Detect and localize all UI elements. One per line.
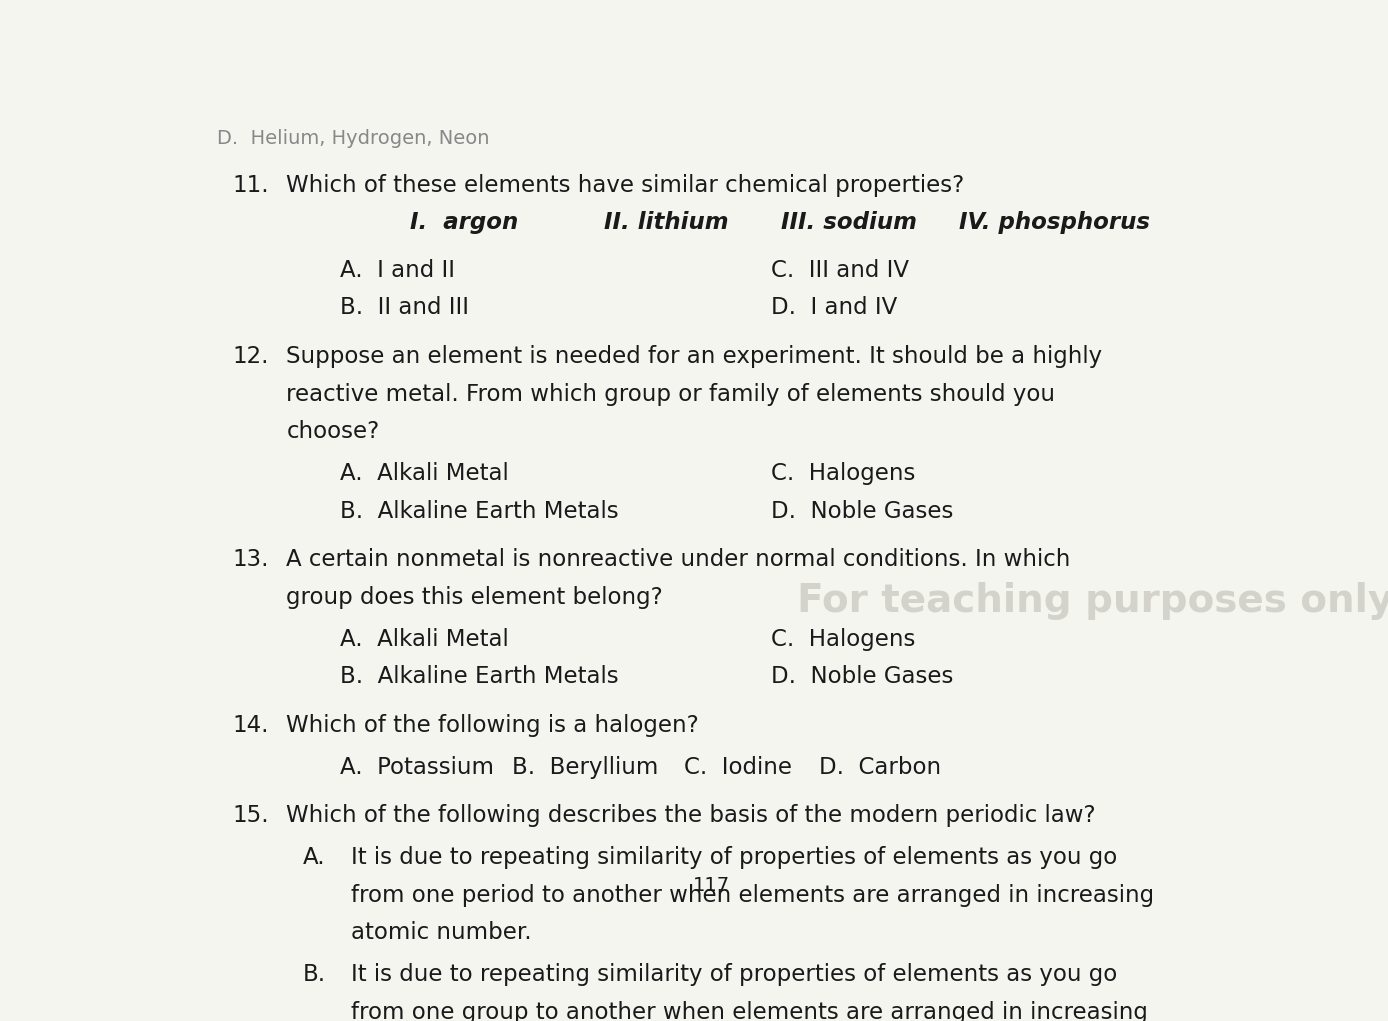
- Text: D.  Noble Gases: D. Noble Gases: [770, 499, 954, 523]
- Text: II. lithium: II. lithium: [604, 211, 729, 235]
- Text: Which of these elements have similar chemical properties?: Which of these elements have similar che…: [286, 174, 965, 197]
- Text: reactive metal. From which group or family of elements should you: reactive metal. From which group or fami…: [286, 383, 1055, 405]
- Text: group does this element belong?: group does this element belong?: [286, 586, 663, 610]
- Text: B.  Alkaline Earth Metals: B. Alkaline Earth Metals: [340, 666, 619, 688]
- Text: from one group to another when elements are arranged in increasing: from one group to another when elements …: [351, 1001, 1148, 1021]
- Text: B.: B.: [303, 963, 326, 986]
- Text: A.  I and II: A. I and II: [340, 258, 455, 282]
- Text: A.: A.: [303, 846, 325, 869]
- Text: D.  Helium, Hydrogen, Neon: D. Helium, Hydrogen, Neon: [217, 129, 489, 148]
- Text: 117: 117: [693, 876, 730, 894]
- Text: C.  Halogens: C. Halogens: [770, 628, 915, 650]
- Text: from one period to another when elements are arranged in increasing: from one period to another when elements…: [351, 884, 1153, 907]
- Text: B.  Beryllium: B. Beryllium: [512, 756, 659, 779]
- Text: A certain nonmetal is nonreactive under normal conditions. In which: A certain nonmetal is nonreactive under …: [286, 548, 1070, 572]
- Text: D.  I and IV: D. I and IV: [770, 296, 897, 320]
- Text: B.  II and III: B. II and III: [340, 296, 469, 320]
- Text: 13.: 13.: [233, 548, 269, 572]
- Text: 11.: 11.: [233, 174, 269, 197]
- Text: 14.: 14.: [233, 715, 269, 737]
- Text: D.  Noble Gases: D. Noble Gases: [770, 666, 954, 688]
- Text: A.  Alkali Metal: A. Alkali Metal: [340, 628, 509, 650]
- Text: Which of the following describes the basis of the modern periodic law?: Which of the following describes the bas…: [286, 805, 1097, 827]
- Text: For teaching purposes only: For teaching purposes only: [797, 582, 1388, 621]
- Text: IV. phosphorus: IV. phosphorus: [959, 211, 1149, 235]
- Text: D.  Carbon: D. Carbon: [819, 756, 941, 779]
- Text: 15.: 15.: [233, 805, 269, 827]
- Text: Suppose an element is needed for an experiment. It should be a highly: Suppose an element is needed for an expe…: [286, 345, 1102, 368]
- Text: 12.: 12.: [233, 345, 269, 368]
- Text: B.  Alkaline Earth Metals: B. Alkaline Earth Metals: [340, 499, 619, 523]
- Text: C.  Halogens: C. Halogens: [770, 461, 915, 485]
- Text: A.  Alkali Metal: A. Alkali Metal: [340, 461, 509, 485]
- Text: I.  argon: I. argon: [411, 211, 518, 235]
- Text: atomic number.: atomic number.: [351, 921, 532, 944]
- Text: C.  Iodine: C. Iodine: [684, 756, 793, 779]
- Text: A.  Potassium: A. Potassium: [340, 756, 494, 779]
- Text: III. sodium: III. sodium: [781, 211, 917, 235]
- Text: choose?: choose?: [286, 421, 380, 443]
- Text: C.  III and IV: C. III and IV: [770, 258, 909, 282]
- Text: It is due to repeating similarity of properties of elements as you go: It is due to repeating similarity of pro…: [351, 963, 1117, 986]
- Text: Which of the following is a halogen?: Which of the following is a halogen?: [286, 715, 700, 737]
- Text: It is due to repeating similarity of properties of elements as you go: It is due to repeating similarity of pro…: [351, 846, 1117, 869]
